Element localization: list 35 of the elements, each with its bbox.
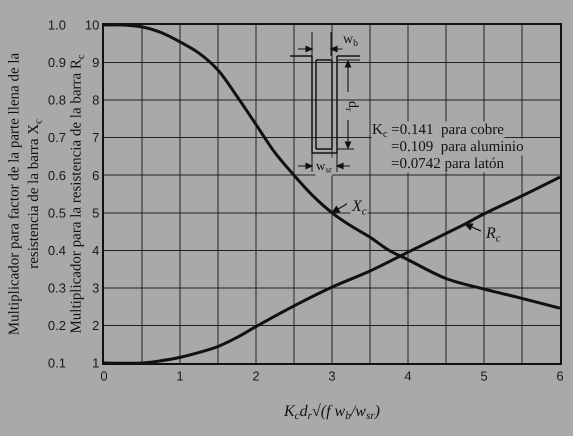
y-tick-label: 8 [92,92,100,108]
x-tick-label: 0 [100,368,108,384]
y2-tick-label: 1.0 [48,18,66,33]
y-tick-label: 1 [92,356,100,371]
annotation: w$_{b}$ [343,32,358,49]
x-tick-label: 2 [252,368,260,384]
annotation: K$_{c}$ =0.141 para cobre [372,122,504,140]
y-tick-label: 7 [92,130,100,146]
x-tick-label: 3 [328,368,336,384]
y2-tick-label: 0.8 [48,92,66,108]
x-tick-label: 6 [556,368,564,384]
x-tick-label: 4 [404,368,412,384]
y2-tick-label: 0.7 [48,130,66,146]
annotation: =0.109 para aluminio [391,139,524,155]
text: K$_{c}$d$_{r}$√(f w$_{b}$/w$_{sr}$) [284,402,380,422]
y-tick-label: 6 [92,168,100,183]
y-tick-label: 10 [84,18,100,33]
y2-tick-label: 0.5 [48,205,66,220]
y2-tick-label: 0.6 [48,168,66,183]
y-tick-label: 2 [92,318,100,333]
x-tick-label: 5 [480,368,488,384]
annotation: w$_{sr}$ [316,158,332,175]
y2-tick-label: 0.9 [48,55,66,70]
y-tick-label: 3 [92,280,100,296]
y2-tick-label: 0.2 [48,318,66,333]
annotation: R$_{c}$ [485,225,501,244]
annotation: X$_{c}$ [351,198,367,218]
x-tick-label: 1 [176,368,184,384]
y-tick-label: 4 [92,242,100,258]
annotation: =0.0742 para latón [391,156,505,172]
y2-tick-label: 0.1 [48,356,66,371]
y-tick-label: 9 [92,55,100,70]
y2-tick-label: 0.3 [48,280,66,296]
y2-tick-label: 0.4 [48,242,66,258]
y-tick-label: 5 [92,205,100,220]
